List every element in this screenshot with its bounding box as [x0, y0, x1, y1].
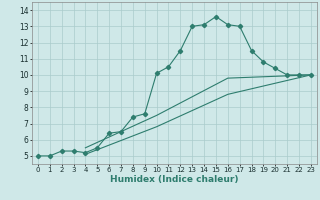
X-axis label: Humidex (Indice chaleur): Humidex (Indice chaleur) [110, 175, 239, 184]
